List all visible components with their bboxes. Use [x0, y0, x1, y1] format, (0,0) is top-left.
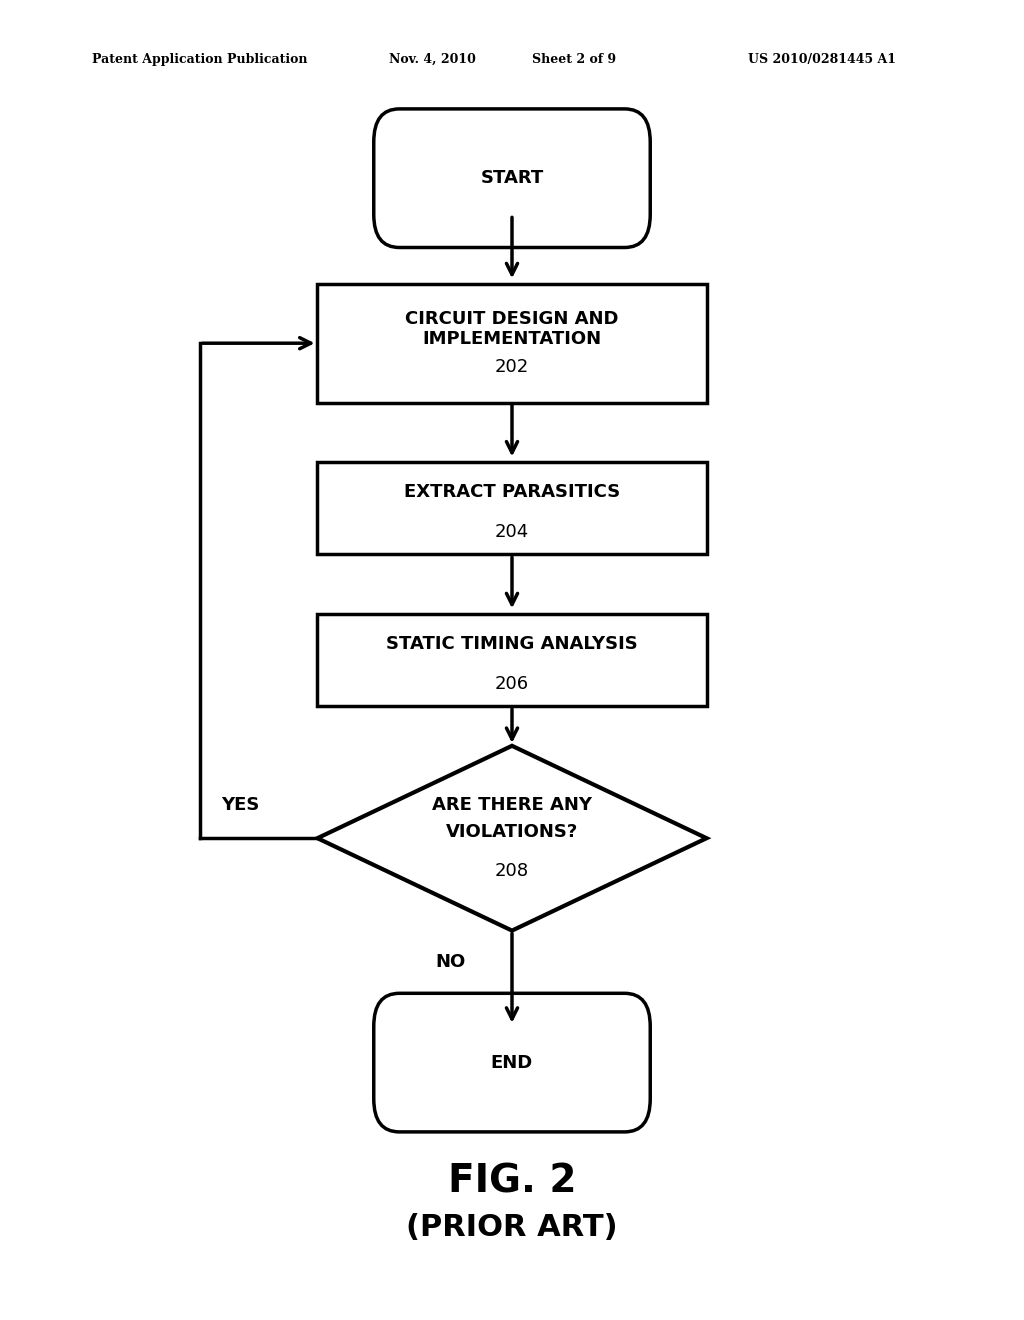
- Text: CIRCUIT DESIGN AND: CIRCUIT DESIGN AND: [406, 310, 618, 329]
- Text: VIOLATIONS?: VIOLATIONS?: [445, 822, 579, 841]
- Text: 208: 208: [495, 862, 529, 880]
- Text: NO: NO: [435, 953, 466, 972]
- FancyBboxPatch shape: [317, 462, 707, 554]
- Text: ARE THERE ANY: ARE THERE ANY: [432, 796, 592, 814]
- Text: Patent Application Publication: Patent Application Publication: [92, 53, 307, 66]
- FancyBboxPatch shape: [374, 993, 650, 1131]
- Text: US 2010/0281445 A1: US 2010/0281445 A1: [748, 53, 896, 66]
- Text: END: END: [490, 1053, 534, 1072]
- FancyBboxPatch shape: [317, 614, 707, 706]
- Text: START: START: [480, 169, 544, 187]
- Polygon shape: [317, 746, 707, 931]
- Text: Sheet 2 of 9: Sheet 2 of 9: [532, 53, 616, 66]
- Text: STATIC TIMING ANALYSIS: STATIC TIMING ANALYSIS: [386, 635, 638, 653]
- Text: Nov. 4, 2010: Nov. 4, 2010: [389, 53, 476, 66]
- FancyBboxPatch shape: [317, 284, 707, 403]
- Text: IMPLEMENTATION: IMPLEMENTATION: [423, 330, 601, 348]
- Text: 202: 202: [495, 358, 529, 376]
- Text: YES: YES: [221, 796, 260, 814]
- Text: (PRIOR ART): (PRIOR ART): [407, 1213, 617, 1242]
- Text: EXTRACT PARASITICS: EXTRACT PARASITICS: [403, 483, 621, 502]
- Text: 206: 206: [495, 675, 529, 693]
- FancyBboxPatch shape: [374, 110, 650, 248]
- Text: 204: 204: [495, 523, 529, 541]
- Text: FIG. 2: FIG. 2: [447, 1163, 577, 1200]
